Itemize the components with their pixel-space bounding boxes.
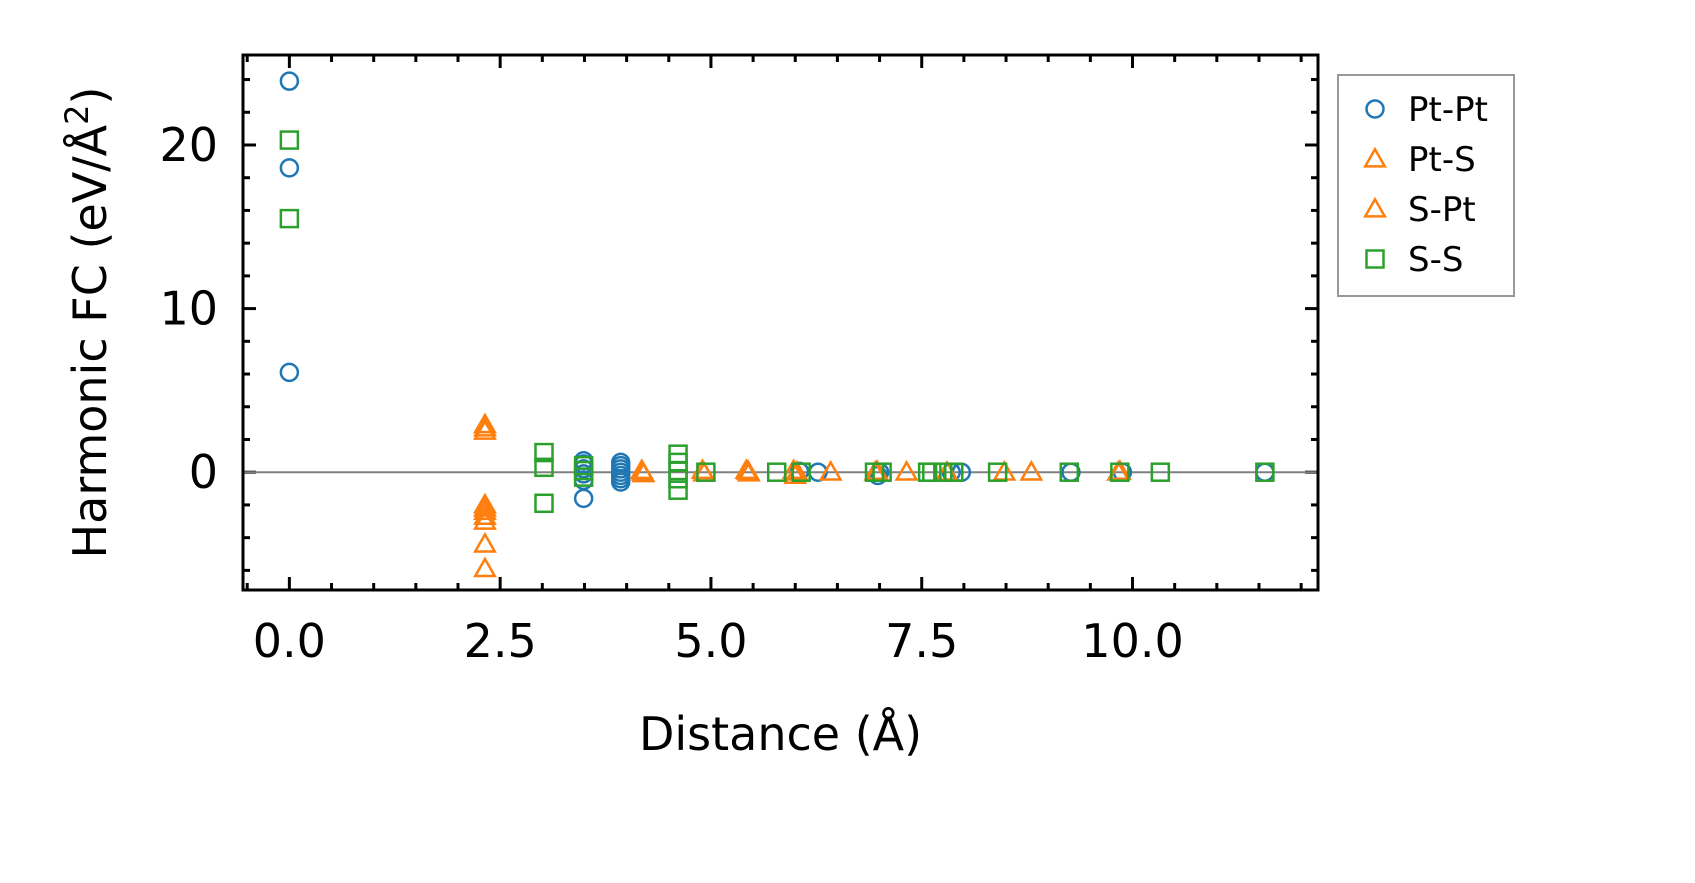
legend-label: S-S: [1408, 240, 1463, 280]
plot-frame: [241, 53, 1320, 592]
data-point: [668, 468, 688, 489]
legend-label: S-Pt: [1408, 190, 1476, 230]
y-tick-label: 0: [189, 445, 218, 499]
data-point: [791, 462, 811, 482]
data-point: [473, 415, 497, 437]
data-point: [1059, 462, 1080, 482]
data-point: [630, 459, 655, 481]
data-point: [473, 556, 497, 578]
data-point: [573, 488, 594, 509]
data-point: [1255, 462, 1275, 482]
data-point: [1107, 459, 1132, 480]
legend: Pt-Pt Pt-S S-Pt S-S: [1337, 74, 1515, 297]
data-point: [473, 412, 497, 434]
data-point: [872, 462, 892, 482]
data-point: [473, 508, 497, 530]
data-point: [534, 493, 554, 514]
x-tick-label: 10.0: [1081, 614, 1183, 668]
x-tick-label: 7.5: [885, 614, 958, 668]
data-point: [473, 531, 497, 553]
data-point: [473, 495, 497, 517]
data-point: [668, 480, 688, 500]
y-tick-label: 20: [159, 118, 218, 172]
data-point: [933, 462, 953, 482]
data-point: [279, 208, 300, 229]
data-point: [473, 504, 497, 525]
data-point: [987, 462, 1008, 482]
x-axis-label: Distance (Å): [639, 707, 922, 761]
data-point: [534, 442, 554, 463]
data-point: [534, 457, 554, 478]
data-point: [1110, 462, 1130, 482]
x-tick-label: 2.5: [464, 614, 537, 668]
data-point: [279, 130, 300, 150]
data-point: [473, 499, 497, 521]
legend-marker: [1363, 146, 1387, 168]
data-point: [944, 462, 964, 482]
data-point: [279, 362, 300, 383]
data-point: [1019, 459, 1044, 481]
data-point: [894, 459, 919, 481]
tick-labels: 0.0 2.5 5.0 7.5 10.0 0 10 20: [159, 118, 1183, 668]
data-point: [922, 462, 942, 482]
data-point: [279, 158, 300, 178]
data-point: [279, 71, 300, 91]
legend-marker: [1365, 99, 1385, 119]
data-point: [610, 472, 631, 492]
y-tick-label: 10: [159, 282, 218, 336]
data-points: [279, 71, 1275, 578]
data-point: [473, 419, 497, 440]
data-point: [573, 467, 594, 487]
y-axis-label: Harmonic FC (eV/Å2): [58, 87, 117, 559]
x-tick-label: 5.0: [674, 614, 747, 668]
data-point: [766, 462, 787, 482]
legend-marker: [1365, 249, 1385, 269]
x-tick-label: 0.0: [253, 614, 326, 668]
data-point: [818, 459, 843, 481]
legend-label: Pt-Pt: [1408, 90, 1488, 130]
data-point: [736, 459, 760, 480]
data-point: [696, 462, 716, 482]
legend-label: Pt-S: [1408, 140, 1476, 180]
data-point: [1150, 462, 1171, 482]
series-s-s: [279, 130, 1275, 514]
legend-marker: [1363, 196, 1387, 218]
